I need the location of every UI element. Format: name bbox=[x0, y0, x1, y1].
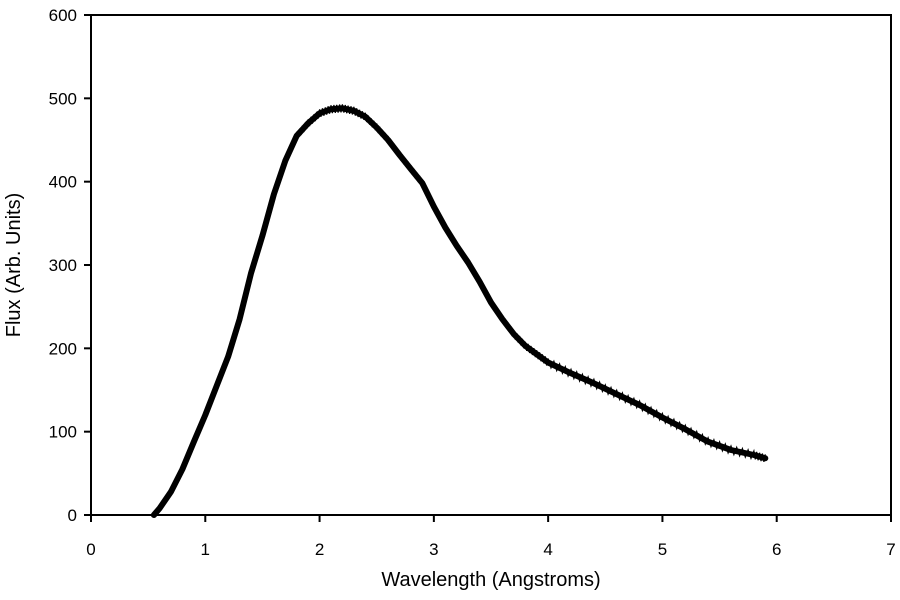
y-tick-label: 300 bbox=[49, 256, 77, 275]
y-tick-label: 0 bbox=[68, 506, 77, 525]
x-axis-title: Wavelength (Angstroms) bbox=[381, 569, 600, 591]
plot-area bbox=[90, 14, 892, 516]
x-tick-label: 4 bbox=[543, 540, 552, 559]
x-tick-label: 5 bbox=[658, 540, 667, 559]
y-tick-label: 600 bbox=[49, 6, 77, 25]
x-tick-label: 2 bbox=[315, 540, 324, 559]
x-tick-label: 1 bbox=[201, 540, 210, 559]
y-tick-label: 400 bbox=[49, 173, 77, 192]
y-tick-label: 100 bbox=[49, 423, 77, 442]
x-tick-label: 0 bbox=[86, 540, 95, 559]
y-tick-label: 200 bbox=[49, 339, 77, 358]
y-axis-title: Flux (Arb. Units) bbox=[3, 193, 25, 337]
y-tick-label: 500 bbox=[49, 89, 77, 108]
y-axis-ticks: 0 100 200 300 400 500 600 bbox=[49, 6, 91, 525]
x-tick-label: 3 bbox=[429, 540, 438, 559]
series-noise-texture bbox=[153, 104, 766, 516]
x-tick-label: 6 bbox=[772, 540, 781, 559]
x-tick-label: 7 bbox=[886, 540, 895, 559]
x-axis-ticks: 0 1 2 3 4 5 6 7 bbox=[86, 515, 896, 559]
